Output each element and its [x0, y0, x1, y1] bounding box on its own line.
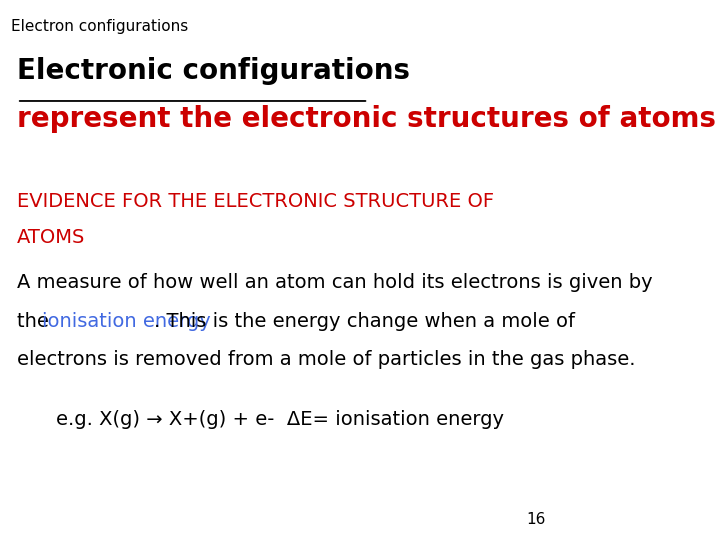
Text: electrons is removed from a mole of particles in the gas phase.: electrons is removed from a mole of part…	[17, 350, 635, 369]
Text: represent the electronic structures of atoms: represent the electronic structures of a…	[17, 105, 716, 133]
Text: ATOMS: ATOMS	[17, 228, 85, 247]
Text: 16: 16	[526, 511, 545, 526]
Text: Electron configurations: Electron configurations	[12, 19, 189, 34]
Text: the: the	[17, 312, 55, 330]
Text: Electronic configurations: Electronic configurations	[17, 57, 410, 85]
Text: EVIDENCE FOR THE ELECTRONIC STRUCTURE OF: EVIDENCE FOR THE ELECTRONIC STRUCTURE OF	[17, 192, 494, 211]
Text: e.g. X(g) → X+(g) + e-  ΔE= ionisation energy: e.g. X(g) → X+(g) + e- ΔE= ionisation en…	[56, 410, 504, 429]
Text: ionisation energy: ionisation energy	[42, 312, 210, 330]
Text: . This is the energy change when a mole of: . This is the energy change when a mole …	[154, 312, 575, 330]
Text: A measure of how well an atom can hold its electrons is given by: A measure of how well an atom can hold i…	[17, 273, 652, 292]
